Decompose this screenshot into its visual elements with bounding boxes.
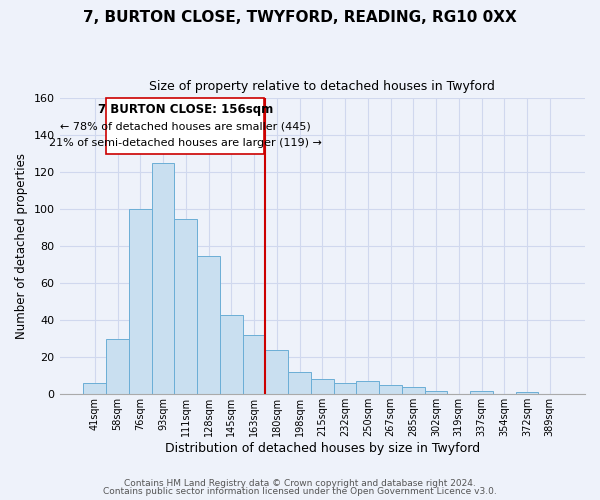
Bar [106,339,129,394]
Text: Contains public sector information licensed under the Open Government Licence v3: Contains public sector information licen… [103,487,497,496]
Bar [129,210,152,394]
Bar [220,315,242,394]
Text: 7, BURTON CLOSE, TWYFORD, READING, RG10 0XX: 7, BURTON CLOSE, TWYFORD, READING, RG10 … [83,10,517,25]
Bar [242,335,265,394]
Title: Size of property relative to detached houses in Twyford: Size of property relative to detached ho… [149,80,495,93]
Bar [288,372,311,394]
Bar [470,390,493,394]
Bar [152,163,175,394]
Bar [83,383,106,394]
Text: 7 BURTON CLOSE: 156sqm: 7 BURTON CLOSE: 156sqm [98,103,273,116]
Bar [356,382,379,394]
Bar [265,350,288,395]
Bar [515,392,538,394]
Bar [197,256,220,394]
Bar [425,390,448,394]
Text: ← 78% of detached houses are smaller (445): ← 78% of detached houses are smaller (44… [60,121,311,131]
Bar [175,218,197,394]
Bar [334,383,356,394]
Bar [402,387,425,394]
Text: 21% of semi-detached houses are larger (119) →: 21% of semi-detached houses are larger (… [49,138,322,147]
Y-axis label: Number of detached properties: Number of detached properties [15,154,28,340]
FancyBboxPatch shape [106,98,264,154]
Bar [311,380,334,394]
Bar [379,385,402,394]
X-axis label: Distribution of detached houses by size in Twyford: Distribution of detached houses by size … [165,442,480,455]
Text: Contains HM Land Registry data © Crown copyright and database right 2024.: Contains HM Land Registry data © Crown c… [124,478,476,488]
